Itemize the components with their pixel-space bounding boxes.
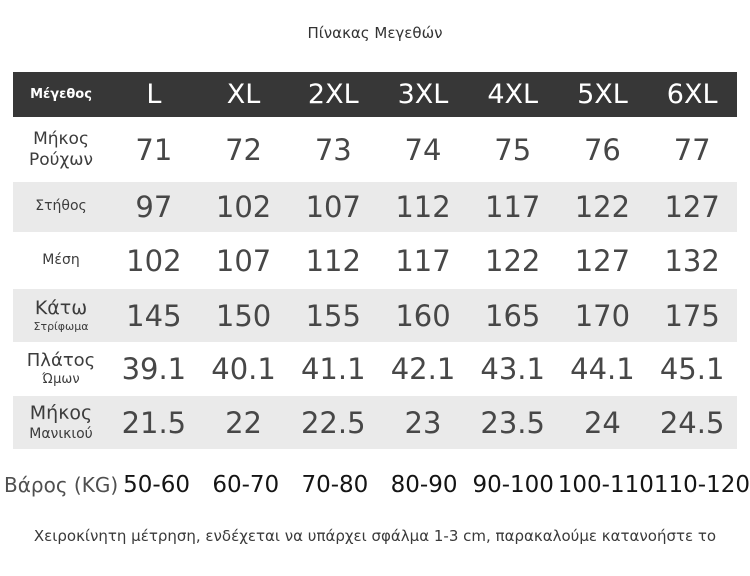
size-value-cell: 39.1 (121, 352, 187, 386)
row-label-line: Μανικιού (29, 425, 93, 442)
row-label-line: Στήθος (35, 198, 87, 215)
size-value-cell: 44.1 (570, 352, 635, 386)
size-value-cell: 24.5 (659, 405, 725, 440)
size-header-cell: L (146, 79, 162, 110)
table-row: Κάτω Στρίφωμα 145 150 155 160 165 170 175 (13, 289, 737, 342)
row-label-line: Κάτω (34, 297, 88, 320)
size-header-cell: 4XL (487, 79, 539, 110)
size-value-cell: 74 (404, 132, 442, 167)
size-value-cell: 71 (135, 132, 173, 167)
size-value-cell: 23.5 (480, 405, 545, 440)
size-header-cell: XL (226, 79, 261, 110)
row-label-line: Ρούχων (28, 149, 94, 170)
size-header-label-cell: Μέγεθος (30, 87, 92, 102)
size-value-cell: 73 (314, 132, 352, 167)
size-value-cell: 132 (664, 243, 720, 278)
weight-range-cell: 70-80 (301, 472, 369, 498)
table-row: Πλάτος Ώμων 39.1 40.1 41.1 42.1 43.1 44.1 45.1 (13, 342, 737, 396)
table-row: Μήκος Ρούχων 71 72 73 74 75 76 77 (13, 117, 737, 182)
table-row: Μήκος Μανικιού 21.5 22 22.5 23 23.5 24 24.5 (13, 396, 737, 449)
size-value-cell: 77 (673, 132, 711, 167)
size-value-cell: 75 (494, 132, 532, 167)
size-header-cell: 3XL (397, 79, 449, 110)
size-value-cell: 22.5 (300, 405, 366, 440)
size-value-cell: 127 (574, 243, 631, 278)
size-value-cell: 22 (225, 405, 263, 440)
size-value-cell: 107 (305, 190, 361, 224)
size-value-cell: 145 (126, 298, 182, 333)
size-value-cell: 117 (485, 190, 541, 224)
size-value-cell: 40.1 (211, 352, 276, 386)
size-value-cell: 97 (135, 190, 173, 224)
size-header-cell: 6XL (666, 79, 718, 110)
size-value-cell: 155 (305, 298, 361, 333)
row-label: Μήκος Ρούχων (13, 117, 109, 182)
row-label: Στήθος (13, 182, 109, 232)
size-value-cell: 112 (305, 243, 361, 278)
size-value-cell: 23 (404, 405, 442, 440)
weight-range-cell: 60-70 (212, 472, 280, 498)
weight-range-cell: 110-120 (653, 472, 750, 498)
size-value-cell: 76 (583, 132, 621, 167)
size-value-cell: 72 (225, 132, 263, 167)
table-body: Μήκος Ρούχων 71 72 73 74 75 76 77 Στήθος 97 102 107 1… (13, 117, 737, 449)
weight-row: Βάρος (KG) 50-60 60-70 70-80 80-90 90-100 100-… (0, 461, 750, 509)
measurement-note: Χειροκίνητη μέτρηση, ενδέχεται να υπάρχε… (33, 527, 717, 545)
table-row: Μέση 102 107 112 117 122 127 132 (13, 232, 737, 289)
row-label-line: Μέση (42, 251, 80, 268)
size-value-cell: 122 (485, 243, 541, 278)
row-label: Μήκος Μανικιού (13, 396, 109, 449)
weight-range-cell: 50-60 (123, 472, 190, 498)
row-label-line: Ώμων (42, 372, 80, 388)
size-value-cell: 43.1 (480, 352, 545, 386)
row-label: Πλάτος Ώμων (13, 342, 109, 396)
page-title: Πίνακας Μεγεθών (307, 24, 443, 42)
weight-range-cell: 100-110 (557, 472, 654, 498)
size-value-cell: 150 (215, 298, 272, 333)
size-header-cell: 2XL (307, 79, 359, 110)
row-label: Μέση (13, 232, 109, 289)
size-value-cell: 175 (664, 298, 720, 333)
row-label-line: Μήκος (29, 402, 93, 425)
weight-range-cell: 80-90 (390, 472, 458, 498)
size-header-cell: 5XL (577, 79, 628, 110)
size-table: Μέγεθος L XL 2XL 3XL 4XL 5XL 6XL Μήκος Ρούχων 71 7… (13, 72, 737, 449)
size-value-cell: 165 (485, 298, 541, 333)
size-value-cell: 122 (574, 190, 631, 224)
size-value-cell: 42.1 (390, 352, 456, 386)
weight-label: Βάρος (KG) (4, 473, 119, 497)
size-value-cell: 107 (215, 243, 272, 278)
size-value-cell: 117 (395, 243, 451, 278)
weight-range-cell: 90-100 (472, 472, 554, 498)
size-value-cell: 127 (664, 190, 720, 224)
row-label-line: Πλάτος (26, 350, 96, 372)
row-label-line: Μήκος (33, 128, 89, 149)
size-value-cell: 21.5 (121, 405, 187, 440)
size-value-cell: 112 (395, 190, 451, 224)
size-value-cell: 24 (583, 405, 621, 440)
size-value-cell: 45.1 (659, 352, 725, 386)
table-row: Στήθος 97 102 107 112 117 122 127 (13, 182, 737, 232)
size-value-cell: 102 (215, 190, 272, 224)
row-label: Κάτω Στρίφωμα (13, 289, 109, 342)
size-value-cell: 160 (395, 298, 451, 333)
row-label-line: Στρίφωμα (33, 320, 89, 334)
size-value-cell: 170 (574, 298, 631, 333)
size-value-cell: 102 (126, 243, 182, 278)
size-value-cell: 41.1 (300, 352, 366, 386)
table-header-row: Μέγεθος L XL 2XL 3XL 4XL 5XL 6XL (13, 72, 737, 117)
